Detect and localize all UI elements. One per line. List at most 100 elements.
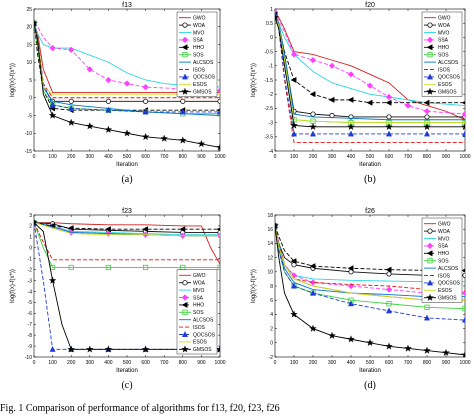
legend-label-esos: ESOS: [193, 340, 208, 346]
chart-panel-f23: 0 100 200 300 400 500 600 700 800 900 1000-10-9-8-…: [10, 208, 226, 391]
legend-marker-qocsos: [181, 331, 189, 337]
point-gmsos: [385, 342, 393, 350]
plot-series-group: [34, 218, 220, 353]
x-tick-label: 1000: [459, 154, 470, 160]
point-gmsos: [123, 129, 131, 137]
y-tick-label: -6: [28, 311, 33, 317]
legend: GWOWOAMVOSSAHHOSOSALCSOSISOSQOCSOSESOSGM…: [421, 11, 463, 97]
chart-title: f13: [122, 2, 132, 9]
legend-label-mvo: MVO: [438, 236, 450, 242]
point-gmsos: [328, 331, 336, 339]
series-line-gwo: [275, 11, 465, 121]
legend-label-woa: WOA: [438, 229, 451, 235]
y-tick-label: 10: [267, 270, 273, 276]
chart-panel-f26: 0 100 200 300 400 500 600 700 800 900 1000-2024681…: [251, 208, 471, 391]
legend-label-gwo: GWO: [193, 16, 206, 22]
y-tick-label: 4: [270, 312, 273, 318]
legend-label-alcsos: ALCSOS: [438, 60, 459, 66]
x-tick-label: 800: [179, 154, 188, 160]
x-tick-label: 100: [48, 360, 57, 366]
x-tick-label: 500: [123, 360, 132, 366]
series-line-gmsos: [34, 222, 220, 350]
legend-label-hho: HHO: [438, 45, 449, 51]
figure-caption: Fig. 1 Comparison of performance of algo…: [0, 403, 280, 414]
legend-marker-gmsos: [181, 87, 189, 95]
point-qocsos: [309, 130, 317, 137]
y-tick-label: 0: [29, 246, 32, 252]
y-tick-label: -1.5: [264, 78, 273, 84]
panel-tag: (a): [121, 174, 132, 185]
point-hho: [461, 100, 465, 105]
legend-label-gmsos: GMSOS: [193, 90, 212, 96]
y-tick-label: 0: [29, 96, 32, 102]
legend-marker-ssa: [181, 294, 189, 301]
series-line-esos: [275, 14, 465, 124]
x-tick-label: 100: [290, 154, 299, 160]
legend-marker-gmsos: [426, 293, 434, 301]
legend-label-ssa: SSA: [438, 38, 449, 44]
legend-label-gmsos: GMSOS: [193, 347, 212, 353]
series-line-isos: [275, 225, 465, 292]
point-qocsos: [49, 101, 56, 108]
point-hho: [142, 226, 149, 233]
x-axis-label: Iteration: [359, 368, 381, 374]
point-ssa: [366, 82, 374, 89]
x-tick-label: 300: [86, 154, 95, 160]
point-gmsos: [86, 122, 94, 130]
point-hho: [104, 226, 111, 233]
point-sos: [217, 264, 220, 271]
y-tick-label: 16: [267, 227, 273, 233]
y-tick-label: 8: [270, 284, 273, 290]
x-tick-label: 100: [48, 154, 57, 160]
legend-marker-sos: [182, 52, 188, 58]
legend-label-ssa: SSA: [193, 38, 204, 44]
point-gmsos: [179, 136, 187, 144]
point-gmsos: [216, 143, 220, 151]
legend-label-sos: SOS: [193, 53, 204, 59]
point-ssa: [309, 56, 317, 64]
y-tick-label: -10: [25, 131, 32, 137]
legend-label-ssa: SSA: [193, 295, 204, 301]
series-line-isos: [34, 222, 220, 261]
point-woa: [180, 98, 186, 104]
point-sos: [142, 264, 149, 271]
legend-label-gwo: GWO: [438, 222, 451, 228]
legend-marker-woa: [427, 22, 433, 28]
point-woa: [143, 98, 149, 104]
legend-label-sos: SOS: [438, 53, 449, 59]
series-line-mvo: [34, 23, 220, 88]
y-tick-label: 3: [29, 213, 32, 219]
point-sos: [275, 14, 278, 21]
legend-label-hho: HHO: [438, 251, 449, 257]
point-gmsos: [290, 310, 298, 318]
point-hho: [67, 225, 74, 232]
point-gmsos: [216, 345, 220, 353]
y-axis-label: log(f(x)-f(x*)): [251, 269, 257, 303]
point-gmsos: [34, 218, 38, 226]
point-sos: [386, 301, 392, 307]
point-sos: [275, 223, 278, 229]
x-tick-label: 900: [197, 360, 206, 366]
legend-marker-hho: [426, 250, 433, 257]
series-line-esos: [275, 225, 465, 301]
legend-marker-gmsos: [426, 87, 434, 95]
point-ssa: [142, 83, 149, 91]
point-qocsos: [347, 130, 355, 137]
y-tick-label: -5: [28, 300, 33, 306]
x-tick-label: 1000: [214, 154, 225, 160]
point-gmsos: [275, 13, 279, 21]
y-tick-label: 12: [267, 255, 273, 261]
y-tick-label: 2: [270, 326, 273, 332]
x-tick-label: 700: [404, 154, 413, 160]
point-qocsos: [49, 345, 56, 352]
legend-label-qocsos: QOCSOS: [438, 75, 461, 81]
point-gmsos: [385, 122, 393, 131]
point-ssa: [290, 51, 298, 58]
figure: 0 100 200 300 400 500 600 700 800 900 1000-15-10-5…: [10, 2, 471, 391]
x-tick-label: 800: [423, 154, 432, 160]
series-line-gwo: [34, 222, 220, 265]
x-tick-label: 700: [160, 154, 169, 160]
point-gmsos: [86, 345, 94, 353]
legend-label-gwo: GWO: [193, 273, 206, 279]
legend: GWOWOAMVOSSAHHOSOSALCSOSISOSQOCSOSESOSGM…: [176, 269, 218, 355]
